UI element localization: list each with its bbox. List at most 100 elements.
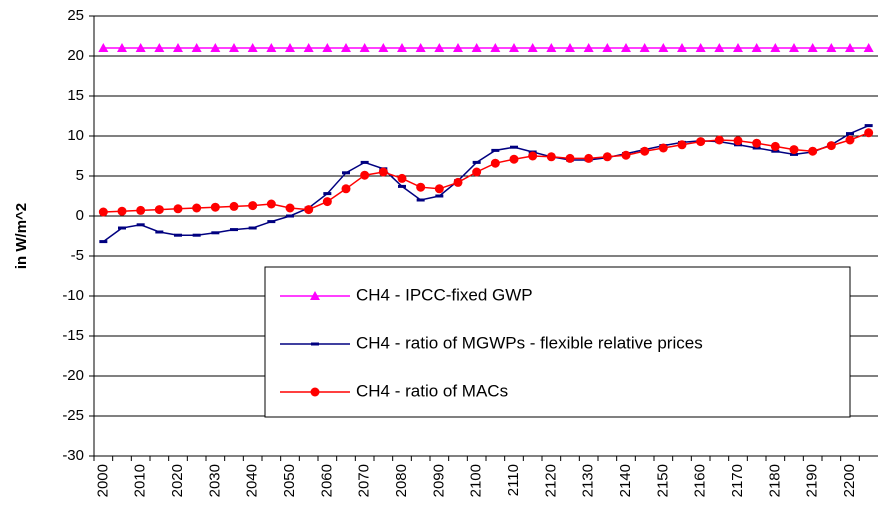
y-tick-label: -15 <box>62 327 84 344</box>
point <box>247 43 258 52</box>
point <box>509 43 519 52</box>
x-tick-label: 2080 <box>393 464 410 497</box>
x-tick-label: 2140 <box>617 464 634 497</box>
point <box>752 146 761 150</box>
point <box>864 124 873 128</box>
point <box>117 43 127 52</box>
point <box>826 43 837 52</box>
point <box>863 43 874 52</box>
x-tick-label: 2170 <box>729 464 746 497</box>
point <box>397 43 407 52</box>
point <box>266 43 277 52</box>
point <box>341 184 351 194</box>
point <box>621 150 631 160</box>
point <box>210 202 220 212</box>
point <box>286 214 294 218</box>
point <box>211 231 220 235</box>
y-tick-label: 20 <box>67 47 84 64</box>
point <box>658 43 669 52</box>
point <box>527 43 538 52</box>
y-tick-label: 5 <box>76 167 84 184</box>
point <box>310 387 320 397</box>
point <box>510 145 518 149</box>
point <box>864 128 874 138</box>
point <box>826 141 836 151</box>
point <box>546 152 556 162</box>
point <box>398 184 406 188</box>
point <box>435 194 444 198</box>
point <box>192 203 202 213</box>
point <box>789 43 799 52</box>
x-tick-label: 2000 <box>94 464 111 497</box>
point <box>173 43 183 52</box>
point <box>303 43 314 52</box>
point <box>472 167 482 177</box>
point <box>154 205 164 215</box>
point <box>658 143 668 153</box>
point <box>677 140 687 150</box>
legend-label: CH4 - IPCC-fixed GWP <box>356 285 533 304</box>
x-tick-label: 2060 <box>318 464 335 497</box>
point <box>565 153 575 163</box>
point <box>789 145 799 155</box>
x-tick-label: 2200 <box>841 464 858 497</box>
point <box>639 43 650 52</box>
point <box>602 43 613 52</box>
point <box>322 43 333 52</box>
point <box>229 43 239 52</box>
point <box>304 205 314 215</box>
point <box>695 43 706 52</box>
point <box>310 291 320 300</box>
point <box>434 184 444 194</box>
point <box>583 43 594 52</box>
point <box>546 43 557 52</box>
x-tick-label: 2040 <box>244 464 261 497</box>
point <box>752 138 762 148</box>
y-tick-label: -30 <box>62 447 84 464</box>
x-tick-label: 2130 <box>580 464 597 497</box>
point <box>845 135 855 145</box>
x-tick-label: 2150 <box>654 464 671 497</box>
point <box>135 43 146 52</box>
point <box>584 153 594 163</box>
x-tick-label: 2030 <box>206 464 223 497</box>
point <box>416 182 426 192</box>
point <box>155 230 164 234</box>
point <box>285 203 295 213</box>
y-tick-label: -5 <box>71 247 84 264</box>
legend-label: CH4 - ratio of MACs <box>356 381 508 400</box>
point <box>99 240 108 244</box>
point <box>751 43 762 52</box>
legend: CH4 - IPCC-fixed GWP CH4 - ratio of MGWPs… <box>264 266 851 418</box>
point <box>117 206 127 216</box>
point <box>359 43 370 52</box>
y-tick-label: 25 <box>67 7 84 24</box>
point <box>98 43 109 52</box>
x-tick-label: 2010 <box>132 464 149 497</box>
point <box>846 132 854 136</box>
point <box>136 205 146 215</box>
point <box>640 146 650 156</box>
point <box>696 137 706 147</box>
x-tick-label: 2050 <box>281 464 298 497</box>
series <box>98 43 874 52</box>
point <box>453 177 463 187</box>
point <box>267 220 276 224</box>
point <box>136 223 145 227</box>
y-axis-label: in W/m^2 <box>13 203 30 269</box>
point <box>808 146 818 156</box>
point <box>490 43 501 52</box>
point <box>621 43 631 52</box>
y-tick-label: 15 <box>67 87 84 104</box>
point <box>378 43 389 52</box>
x-tick-label: 2090 <box>430 464 447 497</box>
legend-label: CH4 - ratio of MGWPs - flexible relative… <box>356 333 703 352</box>
y-tick-label: -25 <box>62 407 84 424</box>
point <box>248 226 257 230</box>
point <box>807 43 818 52</box>
point <box>360 170 370 180</box>
y-tick-label: 0 <box>76 207 84 224</box>
point <box>174 233 182 237</box>
legend-box <box>264 266 851 418</box>
